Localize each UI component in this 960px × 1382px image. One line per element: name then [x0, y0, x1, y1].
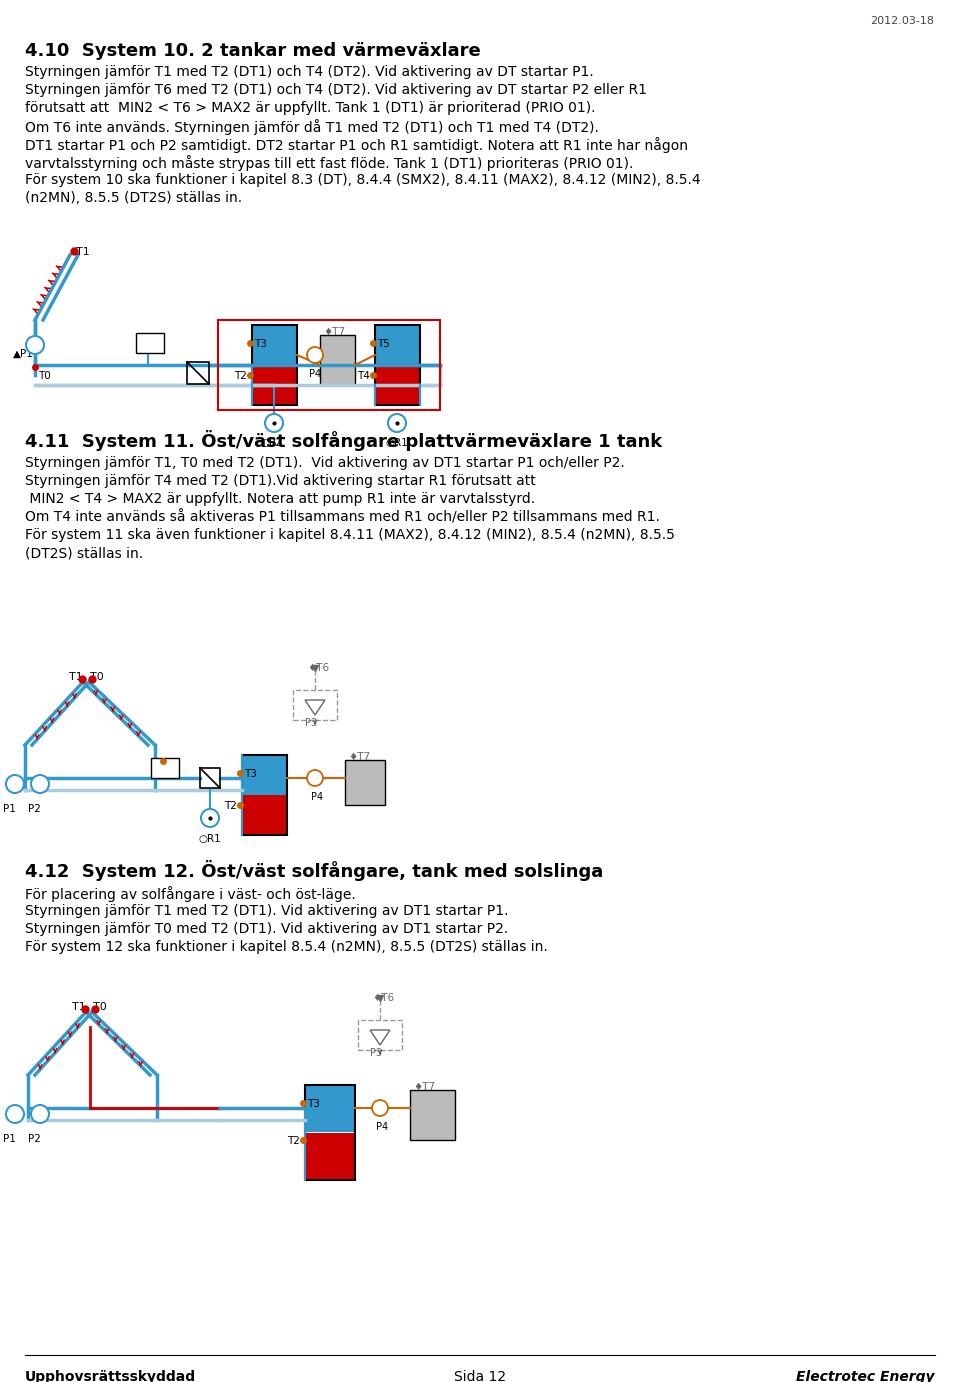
Text: P3: P3 [370, 1048, 382, 1059]
Text: ○R1: ○R1 [198, 833, 221, 844]
Text: T6: T6 [138, 341, 151, 351]
Bar [252, 325, 297, 365]
Bar [252, 325, 297, 405]
Text: 4.11  System 11. Öst/väst solfångare plattvärmeväxlare 1 tank: 4.11 System 11. Öst/väst solfångare plat… [25, 430, 662, 451]
Text: ○P2: ○P2 [260, 438, 282, 448]
Bar [305, 1085, 355, 1132]
Text: T3: T3 [307, 1099, 320, 1108]
Text: T3: T3 [254, 339, 267, 350]
Circle shape [31, 775, 49, 793]
Text: T2: T2 [287, 1136, 300, 1146]
Text: ♦T7: ♦T7 [348, 752, 371, 761]
Text: För system 11 ska även funktioner i kapitel 8.4.11 (MAX2), 8.4.12 (MIN2), 8.5.4 : För system 11 ska även funktioner i kapi… [25, 528, 675, 542]
Text: förutsatt att  MIN2 < T6 > MAX2 är uppfyllt. Tank 1 (DT1) är prioriterad (PRIO 0: förutsatt att MIN2 < T6 > MAX2 är uppfyl… [25, 101, 595, 115]
Text: P4: P4 [376, 1122, 388, 1132]
Text: T0: T0 [93, 1002, 107, 1012]
Circle shape [307, 347, 323, 363]
Text: T2: T2 [224, 802, 237, 811]
Text: T2: T2 [234, 370, 247, 381]
Text: varvtalsstyrning och måste strypas till ett fast flöde. Tank 1 (DT1) prioriteras: varvtalsstyrning och måste strypas till … [25, 155, 634, 171]
Text: P3: P3 [305, 719, 317, 728]
Text: Styrningen jämför T0 med T2 (DT1). Vid aktivering av DT1 startar P2.: Styrningen jämför T0 med T2 (DT1). Vid a… [25, 922, 508, 936]
Circle shape [26, 336, 44, 354]
Text: P4: P4 [309, 369, 322, 379]
Text: ♦T7: ♦T7 [413, 1082, 435, 1092]
Bar [305, 1085, 355, 1180]
Text: T1: T1 [72, 1002, 85, 1012]
Text: T0: T0 [38, 370, 51, 381]
Bar [358, 1020, 402, 1050]
Bar [320, 334, 355, 386]
Bar [375, 325, 420, 365]
Bar [242, 795, 287, 835]
Text: MIN2 < T4 > MAX2 är uppfyllt. Notera att pump R1 inte är varvtalsstyrd.: MIN2 < T4 > MAX2 är uppfyllt. Notera att… [25, 492, 535, 506]
Text: T3: T3 [244, 768, 257, 779]
Text: (n2MN), 8.5.5 (DT2S) ställas in.: (n2MN), 8.5.5 (DT2S) ställas in. [25, 191, 242, 205]
Text: 4.12  System 12. Öst/väst solfångare, tank med solslinga: 4.12 System 12. Öst/väst solfångare, tan… [25, 860, 603, 880]
Text: P2: P2 [28, 1135, 41, 1144]
Text: ♦T7: ♦T7 [323, 328, 346, 337]
Text: Styrningen jämför T1 med T2 (DT1) och T4 (DT2). Vid aktivering av DT startar P1.: Styrningen jämför T1 med T2 (DT1) och T4… [25, 65, 593, 79]
Bar [151, 757, 179, 778]
Circle shape [201, 808, 219, 826]
Bar [136, 333, 164, 352]
Text: T1: T1 [76, 247, 89, 257]
Text: ○R1: ○R1 [385, 438, 408, 448]
Circle shape [265, 415, 283, 433]
Bar [410, 1090, 455, 1140]
Bar [375, 365, 420, 405]
Text: ▲P1: ▲P1 [13, 350, 34, 359]
Text: Styrningen jämför T1 med T2 (DT1). Vid aktivering av DT1 startar P1.: Styrningen jämför T1 med T2 (DT1). Vid a… [25, 904, 509, 918]
Text: För system 10 ska funktioner i kapitel 8.3 (DT), 8.4.4 (SMX2), 8.4.11 (MAX2), 8.: För system 10 ska funktioner i kapitel 8… [25, 173, 701, 187]
Bar [242, 755, 287, 835]
Bar [218, 321, 440, 410]
Bar [375, 325, 420, 405]
Text: 2012.03-18: 2012.03-18 [870, 17, 934, 26]
Text: T5: T5 [377, 339, 390, 350]
Bar [345, 760, 385, 804]
Text: ♦T6: ♦T6 [372, 994, 395, 1003]
Text: DT1 startar P1 och P2 samtidigt. DT2 startar P1 och R1 samtidigt. Notera att R1 : DT1 startar P1 och P2 samtidigt. DT2 sta… [25, 137, 688, 153]
Text: Om T6 inte används. Styrningen jämför då T1 med T2 (DT1) och T1 med T4 (DT2).: Om T6 inte används. Styrningen jämför då… [25, 119, 599, 135]
Text: P4: P4 [311, 792, 324, 802]
Bar [293, 690, 337, 720]
Circle shape [388, 415, 406, 433]
Text: Electrotec Energy: Electrotec Energy [797, 1370, 935, 1382]
Text: T4: T4 [153, 764, 166, 774]
Text: Styrningen jämför T1, T0 med T2 (DT1).  Vid aktivering av DT1 startar P1 och/ell: Styrningen jämför T1, T0 med T2 (DT1). V… [25, 456, 625, 470]
Text: Om T4 inte används så aktiveras P1 tillsammans med R1 och/eller P2 tillsammans m: Om T4 inte används så aktiveras P1 tills… [25, 510, 660, 524]
Text: T0: T0 [90, 672, 104, 681]
Text: För system 12 ska funktioner i kapitel 8.5.4 (n2MN), 8.5.5 (DT2S) ställas in.: För system 12 ska funktioner i kapitel 8… [25, 940, 548, 954]
Text: T1: T1 [69, 672, 83, 681]
Text: (DT2S) ställas in.: (DT2S) ställas in. [25, 546, 143, 560]
Text: Styrningen jämför T6 med T2 (DT1) och T4 (DT2). Vid aktivering av DT startar P2 : Styrningen jämför T6 med T2 (DT1) och T4… [25, 83, 647, 97]
Text: Upphovsrättsskyddad: Upphovsrättsskyddad [25, 1370, 196, 1382]
Text: ♦T6: ♦T6 [307, 663, 329, 673]
Text: P2: P2 [28, 804, 41, 814]
Circle shape [372, 1100, 388, 1117]
Text: P1: P1 [3, 804, 16, 814]
Text: För placering av solfångare i väst- och öst-läge.: För placering av solfångare i väst- och … [25, 886, 356, 902]
Text: P1: P1 [3, 1135, 16, 1144]
Circle shape [6, 1106, 24, 1124]
Circle shape [307, 770, 323, 786]
Circle shape [6, 775, 24, 793]
Text: 4.10  System 10. 2 tankar med värmeväxlare: 4.10 System 10. 2 tankar med värmeväxlar… [25, 41, 481, 59]
Text: Sida 12: Sida 12 [454, 1370, 506, 1382]
Text: Styrningen jämför T4 med T2 (DT1).Vid aktivering startar R1 förutsatt att: Styrningen jämför T4 med T2 (DT1).Vid ak… [25, 474, 536, 488]
Bar [242, 755, 287, 795]
Circle shape [31, 1106, 49, 1124]
Bar [252, 365, 297, 405]
Bar [305, 1133, 355, 1180]
Text: T4: T4 [357, 370, 370, 381]
